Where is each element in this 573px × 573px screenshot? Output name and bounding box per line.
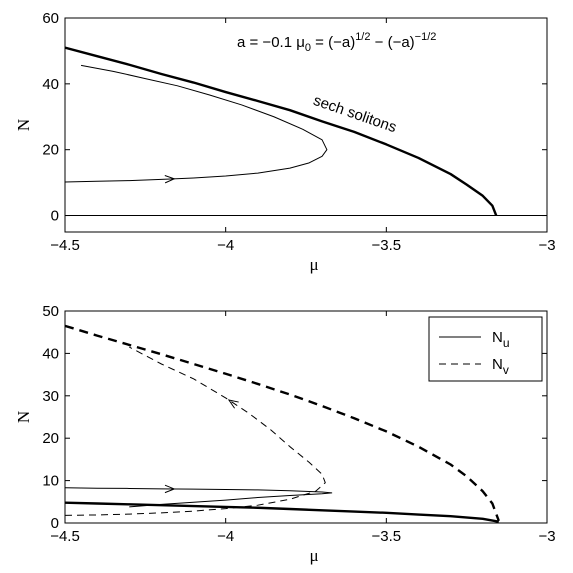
y-axis-label: N [14, 119, 33, 131]
y-tick-label: 20 [42, 430, 59, 447]
series-line-3 [65, 501, 500, 523]
series-line-1 [65, 64, 328, 183]
legend-main: N [492, 329, 503, 346]
y-tick-label: 40 [42, 76, 59, 93]
x-axis-label: μ [309, 255, 318, 274]
series-arrow-1 [227, 399, 239, 409]
series-arrow-2 [164, 484, 176, 494]
series-arrow-1 [164, 174, 176, 184]
x-tick-label: −3 [538, 528, 555, 545]
legend-entry-0: Nu [492, 329, 510, 350]
y-tick-label: 10 [42, 473, 59, 490]
x-tick-label: −3.5 [372, 237, 402, 254]
legend-box [428, 316, 543, 382]
annotation-part: 0 [305, 42, 311, 54]
x-tick-label: −4 [217, 237, 234, 254]
x-tick-label: −4.5 [50, 528, 80, 545]
series-line-0 [65, 324, 500, 522]
y-tick-label: 20 [42, 142, 59, 159]
axes-frame [64, 17, 548, 233]
y-tick-label: 40 [42, 345, 59, 362]
chart-annotation: a = −0.1 μ0 = (−a)1/2 − (−a)−1/2 [237, 31, 436, 54]
series-line-1 [65, 346, 326, 516]
legend-entry-1: Nv [492, 356, 509, 377]
annotation-part: = (−a) [311, 34, 355, 51]
axes-frame [64, 310, 548, 524]
series-line-2 [65, 487, 333, 508]
y-tick-label: 60 [42, 10, 59, 27]
legend-main: N [492, 356, 503, 373]
x-tick-label: −3.5 [372, 528, 402, 545]
y-tick-label: 50 [42, 303, 59, 320]
series-line-0 [65, 46, 498, 216]
x-tick-label: −4 [217, 528, 234, 545]
plot-area [65, 324, 500, 523]
annotation-part: a = −0.1 [237, 34, 296, 51]
plot-area [65, 46, 547, 217]
y-axis-label: N [14, 411, 33, 423]
y-tick-label: 0 [51, 208, 59, 225]
y-tick-label: 0 [51, 515, 59, 532]
y-tick-label: 30 [42, 388, 59, 405]
annotation-part: − (−a) [370, 34, 414, 51]
legend-sub: u [503, 336, 510, 350]
x-axis-label: μ [309, 546, 318, 565]
legend-sub: v [503, 363, 509, 377]
annotation-part: 1/2 [355, 31, 370, 43]
annotation-part: −1/2 [415, 31, 437, 43]
annotation-part: μ [296, 34, 305, 51]
curve-label: sech solitons [311, 92, 399, 136]
x-tick-label: −3 [538, 237, 555, 254]
x-tick-label: −4.5 [50, 237, 80, 254]
